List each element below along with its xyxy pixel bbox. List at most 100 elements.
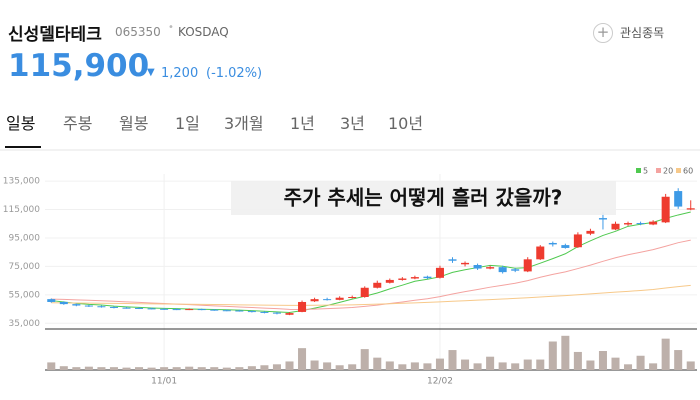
volume-bar <box>210 367 219 370</box>
volume-bar <box>536 359 545 370</box>
legend-swatch <box>676 168 681 173</box>
candle-body <box>486 267 495 269</box>
volume-bar <box>147 367 156 370</box>
volume-bar <box>423 363 432 370</box>
volume-bar <box>109 367 118 370</box>
moving-average-line <box>51 239 691 311</box>
separator: • <box>168 22 174 33</box>
annotation-bg <box>231 181 616 215</box>
volume-bar <box>59 366 68 370</box>
volume-bar <box>97 367 106 370</box>
volume-bar <box>561 335 570 370</box>
volume-bar <box>298 348 307 370</box>
candle-body <box>523 259 532 272</box>
y-tick-label: 95,000 <box>9 233 41 243</box>
volume-bar <box>323 362 332 370</box>
candle-body <box>448 259 457 261</box>
volume-bar <box>498 362 507 370</box>
x-tick-label: 12/02 <box>427 377 453 387</box>
candle-body <box>473 265 482 269</box>
volume-bar <box>385 361 394 370</box>
candle-body <box>348 297 357 299</box>
candle-body <box>385 279 394 283</box>
candle-body <box>536 246 545 260</box>
candle-body <box>661 196 670 223</box>
candle-body <box>461 262 470 265</box>
volume-bar <box>197 367 206 370</box>
y-tick-label: 55,000 <box>9 290 41 300</box>
candle-body <box>160 308 169 310</box>
volume-bar <box>84 366 93 370</box>
candle-body <box>185 309 194 311</box>
candle-body <box>335 297 344 300</box>
candle-body <box>310 299 319 302</box>
change-pct: (-1.02%) <box>206 66 263 81</box>
candle-body <box>511 269 520 271</box>
volume-bar <box>360 349 369 370</box>
market: KOSDAQ <box>178 25 229 39</box>
volume-bar <box>122 367 131 370</box>
candle-body <box>47 299 56 302</box>
volume-bar <box>636 355 645 370</box>
volume-bar <box>448 350 457 370</box>
volume-bar <box>523 359 532 370</box>
volume-bar <box>172 367 181 370</box>
candle-body <box>135 307 144 309</box>
volume-bar <box>247 366 256 370</box>
candle-body <box>84 305 93 307</box>
period-tab[interactable]: 월봉 <box>119 114 149 133</box>
y-tick-label: 35,000 <box>9 319 41 329</box>
y-tick-label: 115,000 <box>3 205 40 215</box>
candle-body <box>122 307 131 309</box>
period-tab[interactable]: 일봉 <box>6 114 36 133</box>
candle-body <box>561 245 570 248</box>
candle-body <box>222 310 231 312</box>
candle-body <box>272 312 281 314</box>
candle-body <box>398 278 407 280</box>
volume-bar <box>611 357 620 370</box>
x-tick-label: 11/01 <box>151 377 177 387</box>
candle-body <box>323 299 332 301</box>
period-tab[interactable]: 1일 <box>175 114 200 133</box>
volume-bar <box>348 364 357 370</box>
moving-average-line <box>51 211 691 314</box>
volume-bar <box>649 363 658 370</box>
candle-body <box>598 218 607 220</box>
volume-bar <box>674 350 683 370</box>
volume-bar <box>573 351 582 370</box>
volume-bar <box>624 364 633 370</box>
period-tab[interactable]: 10년 <box>388 114 424 133</box>
y-tick-label: 75,000 <box>9 262 41 272</box>
candle-body <box>624 223 633 225</box>
volume-bar <box>285 361 294 370</box>
tab-underline <box>5 146 41 148</box>
period-tab[interactable]: 3개월 <box>224 114 264 133</box>
volume-bar <box>260 365 269 370</box>
candle-body <box>260 311 269 313</box>
volume-bar <box>335 365 344 370</box>
candle-body <box>674 191 683 207</box>
period-tab[interactable]: 주봉 <box>63 114 93 133</box>
volume-bar <box>461 359 470 370</box>
watch-button[interactable]: 관심종목 <box>620 26 665 40</box>
annotation: 주가 추세는 어떻게 흘러 갔을까? <box>284 186 563 210</box>
period-tab[interactable]: 1년 <box>290 114 315 133</box>
period-tab[interactable]: 3년 <box>340 114 365 133</box>
legend-swatch <box>636 168 641 173</box>
down-arrow: ▼ <box>147 67 155 78</box>
volume-bar <box>222 367 231 370</box>
volume-bar <box>373 357 382 370</box>
volume-bar <box>398 364 407 370</box>
candle-body <box>498 267 507 273</box>
candle-body <box>686 208 695 210</box>
watch-icon[interactable]: + <box>593 23 613 43</box>
moving-average-line <box>51 284 691 306</box>
price: 115,900 <box>8 48 150 84</box>
candle-body <box>210 309 219 311</box>
candle-body <box>611 223 620 230</box>
candle-body <box>285 313 294 315</box>
candle-body <box>72 304 81 306</box>
volume-bar <box>135 367 144 370</box>
